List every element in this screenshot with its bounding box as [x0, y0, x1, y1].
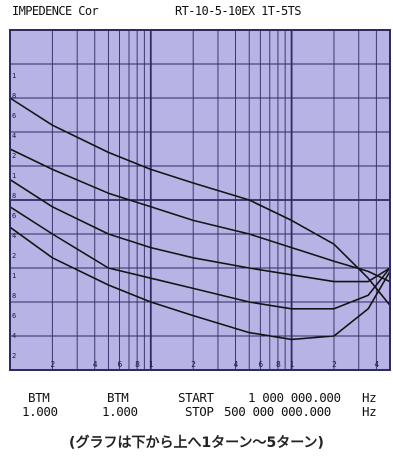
trace-line-1 — [9, 97, 391, 306]
stop-unit: Hz — [362, 404, 377, 419]
trace-line-4 — [9, 206, 391, 310]
x-tick-label: 8 — [135, 360, 140, 369]
btm-label-1: BTM — [28, 390, 50, 405]
x-tick-label: 6 — [258, 360, 263, 369]
btm-value-1: 1.000 — [22, 404, 58, 419]
y-tick-label: 8 — [12, 92, 16, 100]
y-tick-labels: 1 8 6 4 2 1 8 6 4 2 1 8 6 4 2 — [12, 72, 16, 360]
y-tick-label: 2 — [12, 252, 16, 260]
y-tick-label: 6 — [12, 212, 16, 220]
x-tick-label: 6 — [118, 360, 123, 369]
y-tick-label: 4 — [12, 132, 16, 140]
trace-line-3 — [9, 178, 391, 283]
y-tick-label: 8 — [12, 292, 16, 300]
y-tick-label: 1 — [12, 72, 16, 80]
measurement-label: IMPEDENCE Cor — [12, 4, 99, 18]
x-tick-label: 2 — [50, 360, 55, 369]
x-tick-label: 4 — [93, 360, 98, 369]
x-tick-label: 4 — [374, 360, 379, 369]
trace-line-2 — [9, 148, 391, 283]
start-label: START — [178, 390, 214, 405]
trace-line-5 — [9, 226, 391, 341]
y-tick-label: 4 — [12, 232, 16, 240]
btm-label-2: BTM — [107, 390, 129, 405]
plot-frame — [9, 29, 391, 371]
x-tick-label: 1 — [149, 360, 154, 369]
y-tick-label: 8 — [12, 192, 16, 200]
caption: (グラフは下から上へ1ターン～5ターン) — [69, 435, 324, 451]
device-label: RT-10-5-10EX 1T-5TS — [175, 4, 301, 18]
x-tick-label: 8 — [276, 360, 281, 369]
x-tick-label: 4 — [234, 360, 239, 369]
trace-group — [9, 97, 391, 341]
x-tick-label: 2 — [332, 360, 337, 369]
y-tick-label: 6 — [12, 112, 16, 120]
y-tick-label: 6 — [12, 312, 16, 320]
start-value: 1 000 000.000 — [248, 390, 341, 405]
y-tick-label: 4 — [12, 332, 16, 340]
stop-value: 500 000 000.000 — [224, 404, 331, 419]
y-tick-label: 1 — [12, 272, 16, 280]
y-tick-label: 2 — [12, 152, 16, 160]
x-tick-label: 1 — [290, 360, 295, 369]
y-tick-label: 1 — [12, 172, 16, 180]
x-tick-label: 2 — [191, 360, 196, 369]
start-unit: Hz — [362, 390, 377, 405]
stop-label: STOP — [185, 404, 214, 419]
y-tick-label: 2 — [12, 352, 16, 360]
btm-value-2: 1.000 — [102, 404, 138, 419]
